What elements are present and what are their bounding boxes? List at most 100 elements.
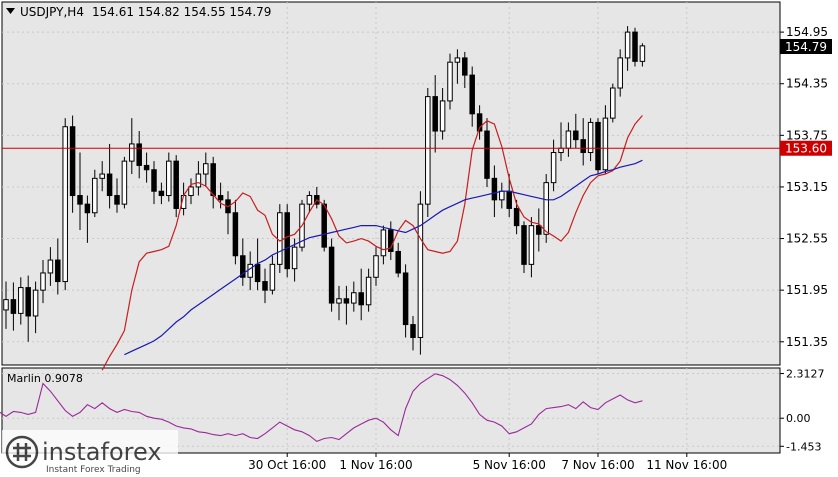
candle	[306, 191, 313, 213]
candle-bear	[151, 169, 157, 192]
time-tick-label: 30 Oct 16:00	[248, 458, 326, 472]
candle-bull	[188, 186, 194, 197]
candle	[388, 221, 394, 261]
current-price-label: 154.79	[785, 40, 827, 54]
candle	[188, 178, 194, 205]
candle-bear	[136, 143, 142, 166]
candles	[3, 26, 646, 355]
price-tick-label: 153.75	[786, 128, 828, 142]
candle-bear	[210, 163, 216, 197]
candle-bull	[499, 190, 505, 201]
candle-bull	[610, 87, 616, 119]
candle-bear	[69, 126, 76, 197]
indicator-tick-label: 0.00	[786, 412, 811, 425]
candle	[602, 105, 609, 175]
price-axis: 154.95 154.35 153.75 153.15 152.55 151.95 151.…	[780, 25, 828, 349]
candle-bear	[595, 121, 601, 171]
candle	[77, 152, 83, 230]
candle	[587, 118, 594, 162]
candle-bull	[99, 173, 105, 179]
candle-bear	[77, 195, 83, 205]
marlin-oscillator-line	[0, 373, 643, 443]
candle	[410, 315, 416, 351]
candle	[92, 169, 98, 218]
candle-bear	[476, 113, 483, 132]
candle	[528, 217, 535, 278]
candle	[595, 118, 601, 175]
candle	[151, 161, 157, 205]
candle	[269, 255, 276, 295]
candle	[513, 199, 520, 235]
candle-bear	[432, 96, 438, 132]
candle	[365, 268, 372, 312]
candle	[395, 242, 401, 278]
candle	[47, 247, 54, 286]
candle-bear	[173, 160, 179, 209]
candle	[40, 260, 46, 304]
candle	[439, 88, 446, 140]
instaforex-logo-icon	[5, 435, 39, 469]
candle	[25, 275, 31, 342]
level-price-badge	[780, 140, 832, 156]
candle	[195, 161, 202, 196]
candle	[617, 49, 623, 97]
time-tick-label: 5 Nov 16:00	[473, 458, 546, 472]
candle-bear	[573, 130, 579, 141]
candle-bull	[373, 255, 379, 278]
candle	[203, 152, 209, 187]
fast-ma-line	[101, 115, 643, 371]
candle-bear	[491, 177, 498, 201]
candle	[536, 208, 542, 252]
candle-bear	[632, 31, 638, 62]
svg-text:Instant Forex Trading: Instant Forex Trading	[46, 465, 141, 475]
candle-bear	[506, 190, 512, 209]
main-plot-area[interactable]	[1, 1, 781, 366]
candle-bull	[336, 298, 342, 304]
candle	[639, 43, 646, 67]
candle	[380, 225, 387, 265]
candle	[129, 118, 135, 175]
candle	[521, 221, 527, 273]
candle-bear	[55, 259, 61, 283]
candle	[55, 238, 61, 295]
candle-bull	[166, 160, 172, 197]
ohlc-readout: 154.61 154.82 154.55 154.79	[92, 5, 271, 19]
candle	[632, 27, 638, 67]
candle-bear	[10, 299, 17, 314]
symbol-dropdown-icon[interactable]	[6, 8, 15, 14]
candle-bear	[25, 287, 31, 317]
candle-bear	[462, 57, 468, 76]
candle	[624, 26, 631, 71]
candle-bear	[321, 203, 327, 248]
candle-bear	[513, 207, 520, 227]
candle	[402, 264, 409, 338]
candle	[262, 268, 268, 304]
time-tick-label: 7 Nov 16:00	[561, 458, 634, 472]
candle-bear	[114, 195, 120, 205]
current-price-badge	[780, 39, 832, 54]
candle	[3, 281, 9, 329]
candle	[462, 51, 468, 89]
candle-bear	[143, 164, 150, 171]
candle-bull	[203, 163, 209, 175]
candle	[358, 268, 364, 321]
candle-bull	[306, 195, 313, 205]
candle-bull	[92, 177, 98, 214]
candle	[232, 199, 239, 265]
candle-bull	[454, 57, 461, 63]
indicator-tick-label: -1.453	[786, 440, 821, 453]
candle-bear	[284, 212, 290, 270]
candle	[373, 247, 379, 286]
symbol-label: USDJPY,H4	[20, 5, 84, 19]
candle-bear	[106, 173, 113, 197]
candle-bull	[602, 117, 609, 171]
candle-bull	[247, 263, 253, 278]
indicator-grid	[2, 368, 780, 453]
candle	[240, 238, 246, 286]
candle	[291, 238, 298, 282]
candle	[425, 88, 431, 218]
level-price-label: 153.60	[785, 142, 827, 156]
candle-bear	[410, 324, 416, 338]
candle-bull	[121, 160, 128, 205]
